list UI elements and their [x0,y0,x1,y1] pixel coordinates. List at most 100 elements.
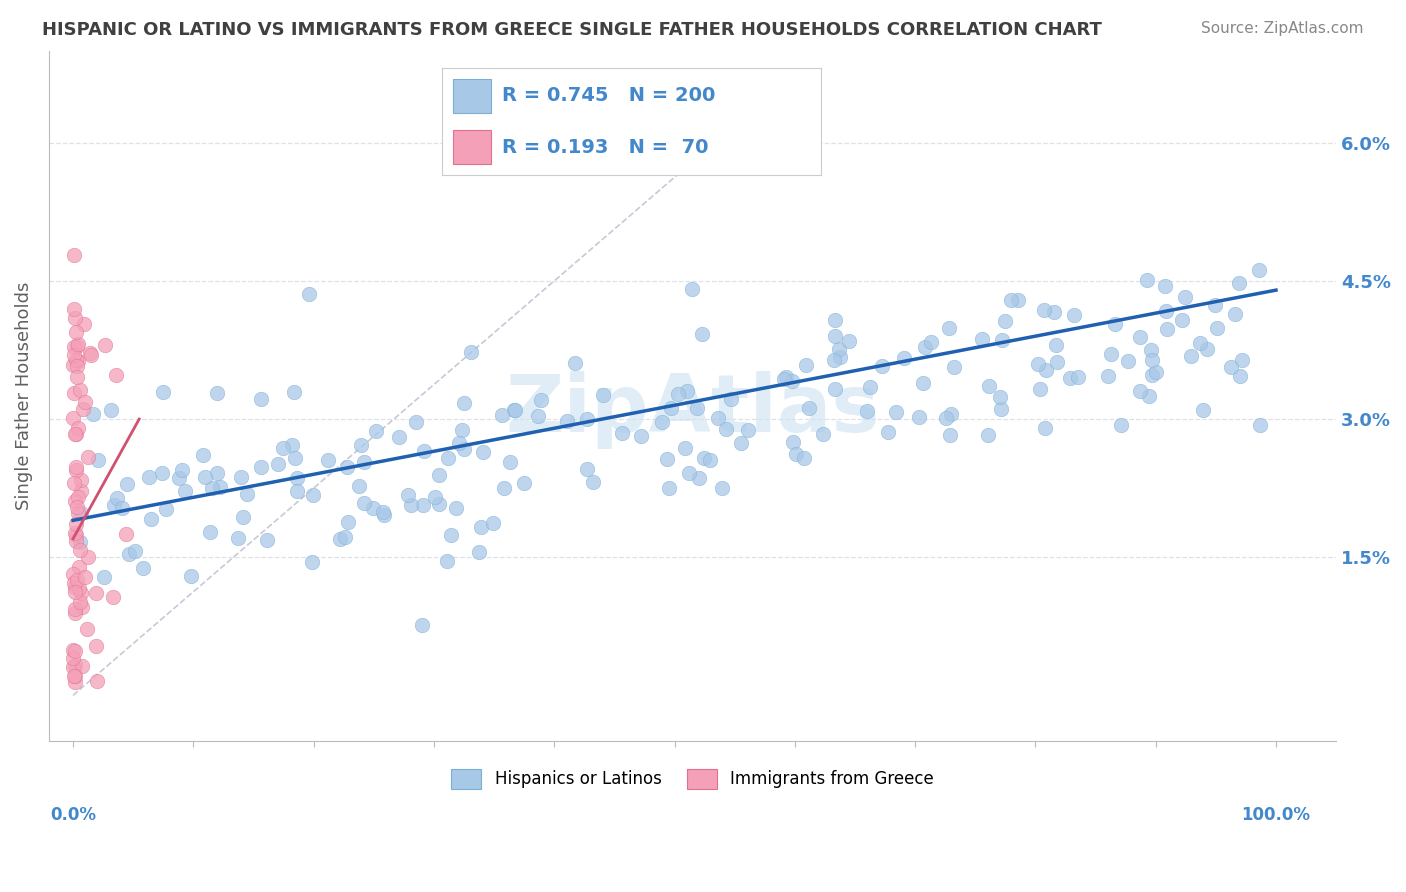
Point [256,533,278,547]
Point [353,455,375,469]
Point [63,580,86,594]
Point [411,617,433,632]
Point [107,491,129,506]
Point [990,390,1012,404]
Point [1104,317,1126,331]
Point [77,450,100,464]
Point [283,385,305,400]
Point [555,414,578,428]
Point [388,430,411,444]
Point [444,501,467,516]
Point [877,425,900,439]
Point [970,332,993,346]
Point [62,411,84,425]
Point [942,359,965,374]
Point [1029,382,1052,396]
Point [1046,354,1069,368]
Point [447,436,470,450]
Point [1007,293,1029,307]
Point [794,358,817,372]
Point [907,410,929,425]
Point [838,334,860,348]
Point [693,450,716,465]
Legend: Hispanics or Latinos, Immigrants from Greece: Hispanics or Latinos, Immigrants from Gr… [444,763,941,795]
Point [228,532,250,546]
Point [1118,354,1140,368]
Point [67,506,90,520]
Point [1188,336,1211,351]
Point [65,533,87,548]
Point [65,311,87,326]
Point [1230,353,1253,368]
Point [208,480,231,494]
Point [114,527,136,541]
Point [65,352,87,367]
Point [63,575,86,590]
Point [505,403,527,417]
Point [413,444,436,458]
Point [720,392,742,406]
Point [249,392,271,406]
Point [977,428,1000,442]
Point [174,483,197,498]
Point [65,528,87,542]
Point [287,484,309,499]
Point [824,313,846,327]
Point [491,409,513,423]
Point [450,423,472,437]
Point [301,555,323,569]
Point [994,314,1017,328]
Point [494,481,516,495]
Point [124,544,146,558]
Point [63,475,86,490]
Point [63,657,86,672]
Point [939,407,962,421]
Point [681,282,703,296]
Point [938,321,960,335]
Point [93,570,115,584]
Point [62,566,84,581]
Point [699,453,721,467]
Point [686,401,709,415]
Point [827,342,849,356]
Point [69,383,91,397]
Point [440,528,463,542]
Point [1204,298,1226,312]
Point [666,387,689,401]
Point [76,622,98,636]
Point [132,561,155,575]
Point [453,442,475,457]
Point [1067,370,1090,384]
Point [169,471,191,485]
Point [62,358,84,372]
Point [73,318,96,332]
Point [460,345,482,359]
Point [373,508,395,522]
Point [676,384,699,398]
Point [87,452,110,467]
Point [65,369,87,384]
Point [249,460,271,475]
Point [117,476,139,491]
Point [482,516,505,531]
Point [399,498,422,512]
Point [72,599,94,614]
Point [329,532,352,546]
Point [870,359,893,373]
Point [284,450,307,465]
Point [271,442,294,456]
Point [82,408,104,422]
Point [785,447,807,461]
Point [80,348,103,362]
Point [62,385,84,400]
Point [592,387,614,401]
Point [63,607,86,621]
Point [67,421,90,435]
Point [67,581,90,595]
Point [205,466,228,480]
Point [302,488,325,502]
Point [65,643,87,657]
Point [610,426,633,441]
Point [361,500,384,515]
Point [1099,347,1122,361]
